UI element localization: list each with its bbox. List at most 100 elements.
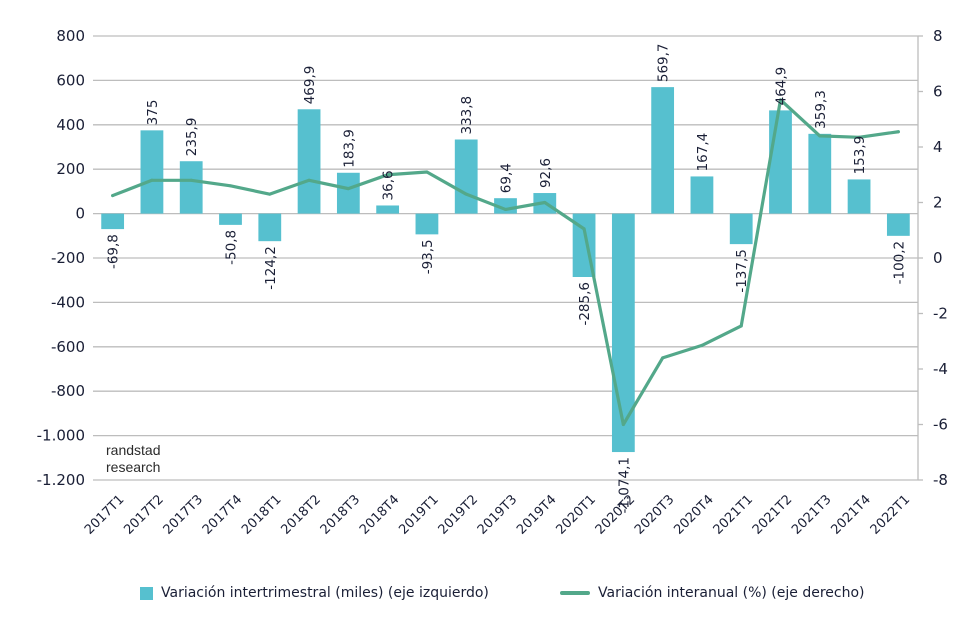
line-point: [504, 207, 507, 211]
data-label: -69,8: [106, 234, 122, 269]
left-axis-tick-label: -800: [51, 382, 85, 400]
x-axis-tick-label: 2020T1: [553, 492, 598, 537]
data-label: 469,9: [302, 66, 318, 105]
right-y-axis: 8 6 4 2 0 -2 -4 -6 -8: [917, 27, 948, 489]
left-axis-tick-label: -1.000: [37, 427, 85, 445]
data-label: -100,2: [891, 241, 907, 285]
left-axis-tick-label: 600: [56, 71, 85, 89]
data-label: 167,4: [695, 133, 711, 172]
data-label: 333,8: [459, 96, 475, 135]
legend-line-swatch-icon: [560, 591, 590, 595]
legend-item-bars: Variación intertrimestral (miles) (eje i…: [140, 585, 489, 601]
data-label: 569,7: [656, 43, 672, 82]
bar: [808, 133, 832, 214]
gridlines: [93, 35, 918, 481]
bar: [886, 213, 910, 236]
line-point: [189, 178, 193, 182]
line-point: [818, 134, 822, 138]
watermark-line-2: research: [106, 459, 160, 475]
left-axis-tick-label: -400: [51, 293, 85, 311]
legend-bar-swatch-icon: [140, 586, 153, 600]
right-axis-tick-label: -8: [933, 471, 948, 489]
watermark-line-1: randstad: [106, 442, 160, 458]
line-point: [425, 170, 429, 174]
left-axis-tick-label: 400: [56, 116, 85, 134]
line-point: [111, 194, 115, 198]
line-point: [896, 130, 900, 134]
x-axis-tick-label: 2021T2: [750, 492, 795, 537]
line-point: [857, 135, 861, 139]
x-axis-tick-label: 2017T3: [161, 492, 206, 537]
x-axis-tick-label: 2021T3: [789, 492, 834, 537]
left-axis-tick-label: 0: [75, 205, 85, 223]
x-axis-tick-label: 2022T1: [868, 492, 913, 537]
bar: [651, 87, 675, 214]
watermark: randstad research: [106, 442, 160, 475]
line-point: [346, 187, 350, 191]
data-label: -1.074,1: [616, 457, 632, 513]
x-axis-tick-label: 2019T1: [396, 492, 441, 537]
left-axis-tick-label: 200: [56, 160, 85, 178]
right-axis-tick-label: 8: [933, 27, 943, 45]
line-point: [582, 227, 586, 231]
x-axis-tick-label: 2018T4: [357, 492, 402, 537]
line-point: [779, 98, 782, 102]
data-label: 183,9: [341, 129, 357, 168]
bar: [336, 172, 360, 214]
line-point: [621, 423, 625, 426]
line-point: [661, 356, 665, 360]
bar: [297, 109, 321, 214]
data-label: 69,4: [499, 163, 515, 193]
bar: [219, 213, 242, 225]
bar: [729, 213, 753, 245]
left-axis-tick-label: 800: [56, 27, 85, 45]
line-point: [543, 201, 547, 204]
data-label: -124,2: [263, 246, 279, 290]
data-labels: -69,8 375 235,9 -50,8 -124,2 469,9 183,9 36,6 -9…: [106, 43, 908, 513]
bar: [140, 130, 164, 214]
data-label: -285,6: [577, 282, 593, 326]
x-axis-tick-label: 2019T3: [475, 492, 520, 537]
bar: [101, 213, 125, 230]
x-axis-tick-label: 2019T4: [514, 492, 559, 537]
line-point: [386, 173, 390, 177]
line-point: [150, 178, 154, 182]
bar: [454, 139, 478, 214]
bar: [611, 213, 635, 453]
bar: [690, 176, 714, 214]
right-axis-tick-label: 2: [933, 194, 943, 212]
x-axis: 2017T12017T22017T32017T42018T12018T22018…: [82, 492, 913, 537]
right-axis-tick-label: -2: [933, 305, 948, 323]
legend-label-line: Variación interanual (%) (eje derecho): [598, 585, 865, 601]
line-point: [268, 192, 272, 196]
combo-chart: 800 600 400 200 0 -200 -400 -600 -800 -1.000 -1.20…: [37, 27, 948, 538]
data-label: 92,6: [538, 158, 554, 188]
data-label: 359,3: [813, 90, 829, 129]
right-axis-tick-label: -6: [933, 416, 948, 434]
x-axis-tick-label: 2021T4: [828, 492, 873, 537]
line-point: [307, 178, 311, 182]
data-label: -137,5: [734, 249, 750, 293]
line-point: [464, 192, 468, 196]
data-label: 36,6: [381, 170, 397, 200]
bar: [847, 179, 871, 214]
data-label: 153,9: [852, 136, 868, 175]
right-axis-tick-label: 6: [933, 83, 943, 101]
x-axis-tick-label: 2021T1: [711, 492, 756, 537]
line-point: [229, 184, 232, 188]
data-label: 375: [145, 100, 161, 126]
left-axis-tick-label: -600: [51, 338, 85, 356]
data-label: 464,9: [774, 67, 790, 106]
left-axis-tick-label: -1.200: [37, 471, 85, 489]
data-label: -50,8: [224, 230, 240, 265]
data-label: -93,5: [420, 239, 436, 274]
left-axis-tick-label: -200: [51, 249, 85, 267]
x-axis-tick-label: 2020T4: [671, 492, 716, 537]
x-axis-tick-label: 2018T1: [239, 492, 284, 537]
x-axis-tick-label: 2019T2: [436, 492, 481, 537]
legend: Variación intertrimestral (miles) (eje i…: [0, 585, 973, 607]
bar: [179, 161, 203, 214]
right-axis-tick-label: 4: [933, 138, 943, 156]
bar-series: [101, 87, 910, 453]
bar: [769, 110, 792, 214]
